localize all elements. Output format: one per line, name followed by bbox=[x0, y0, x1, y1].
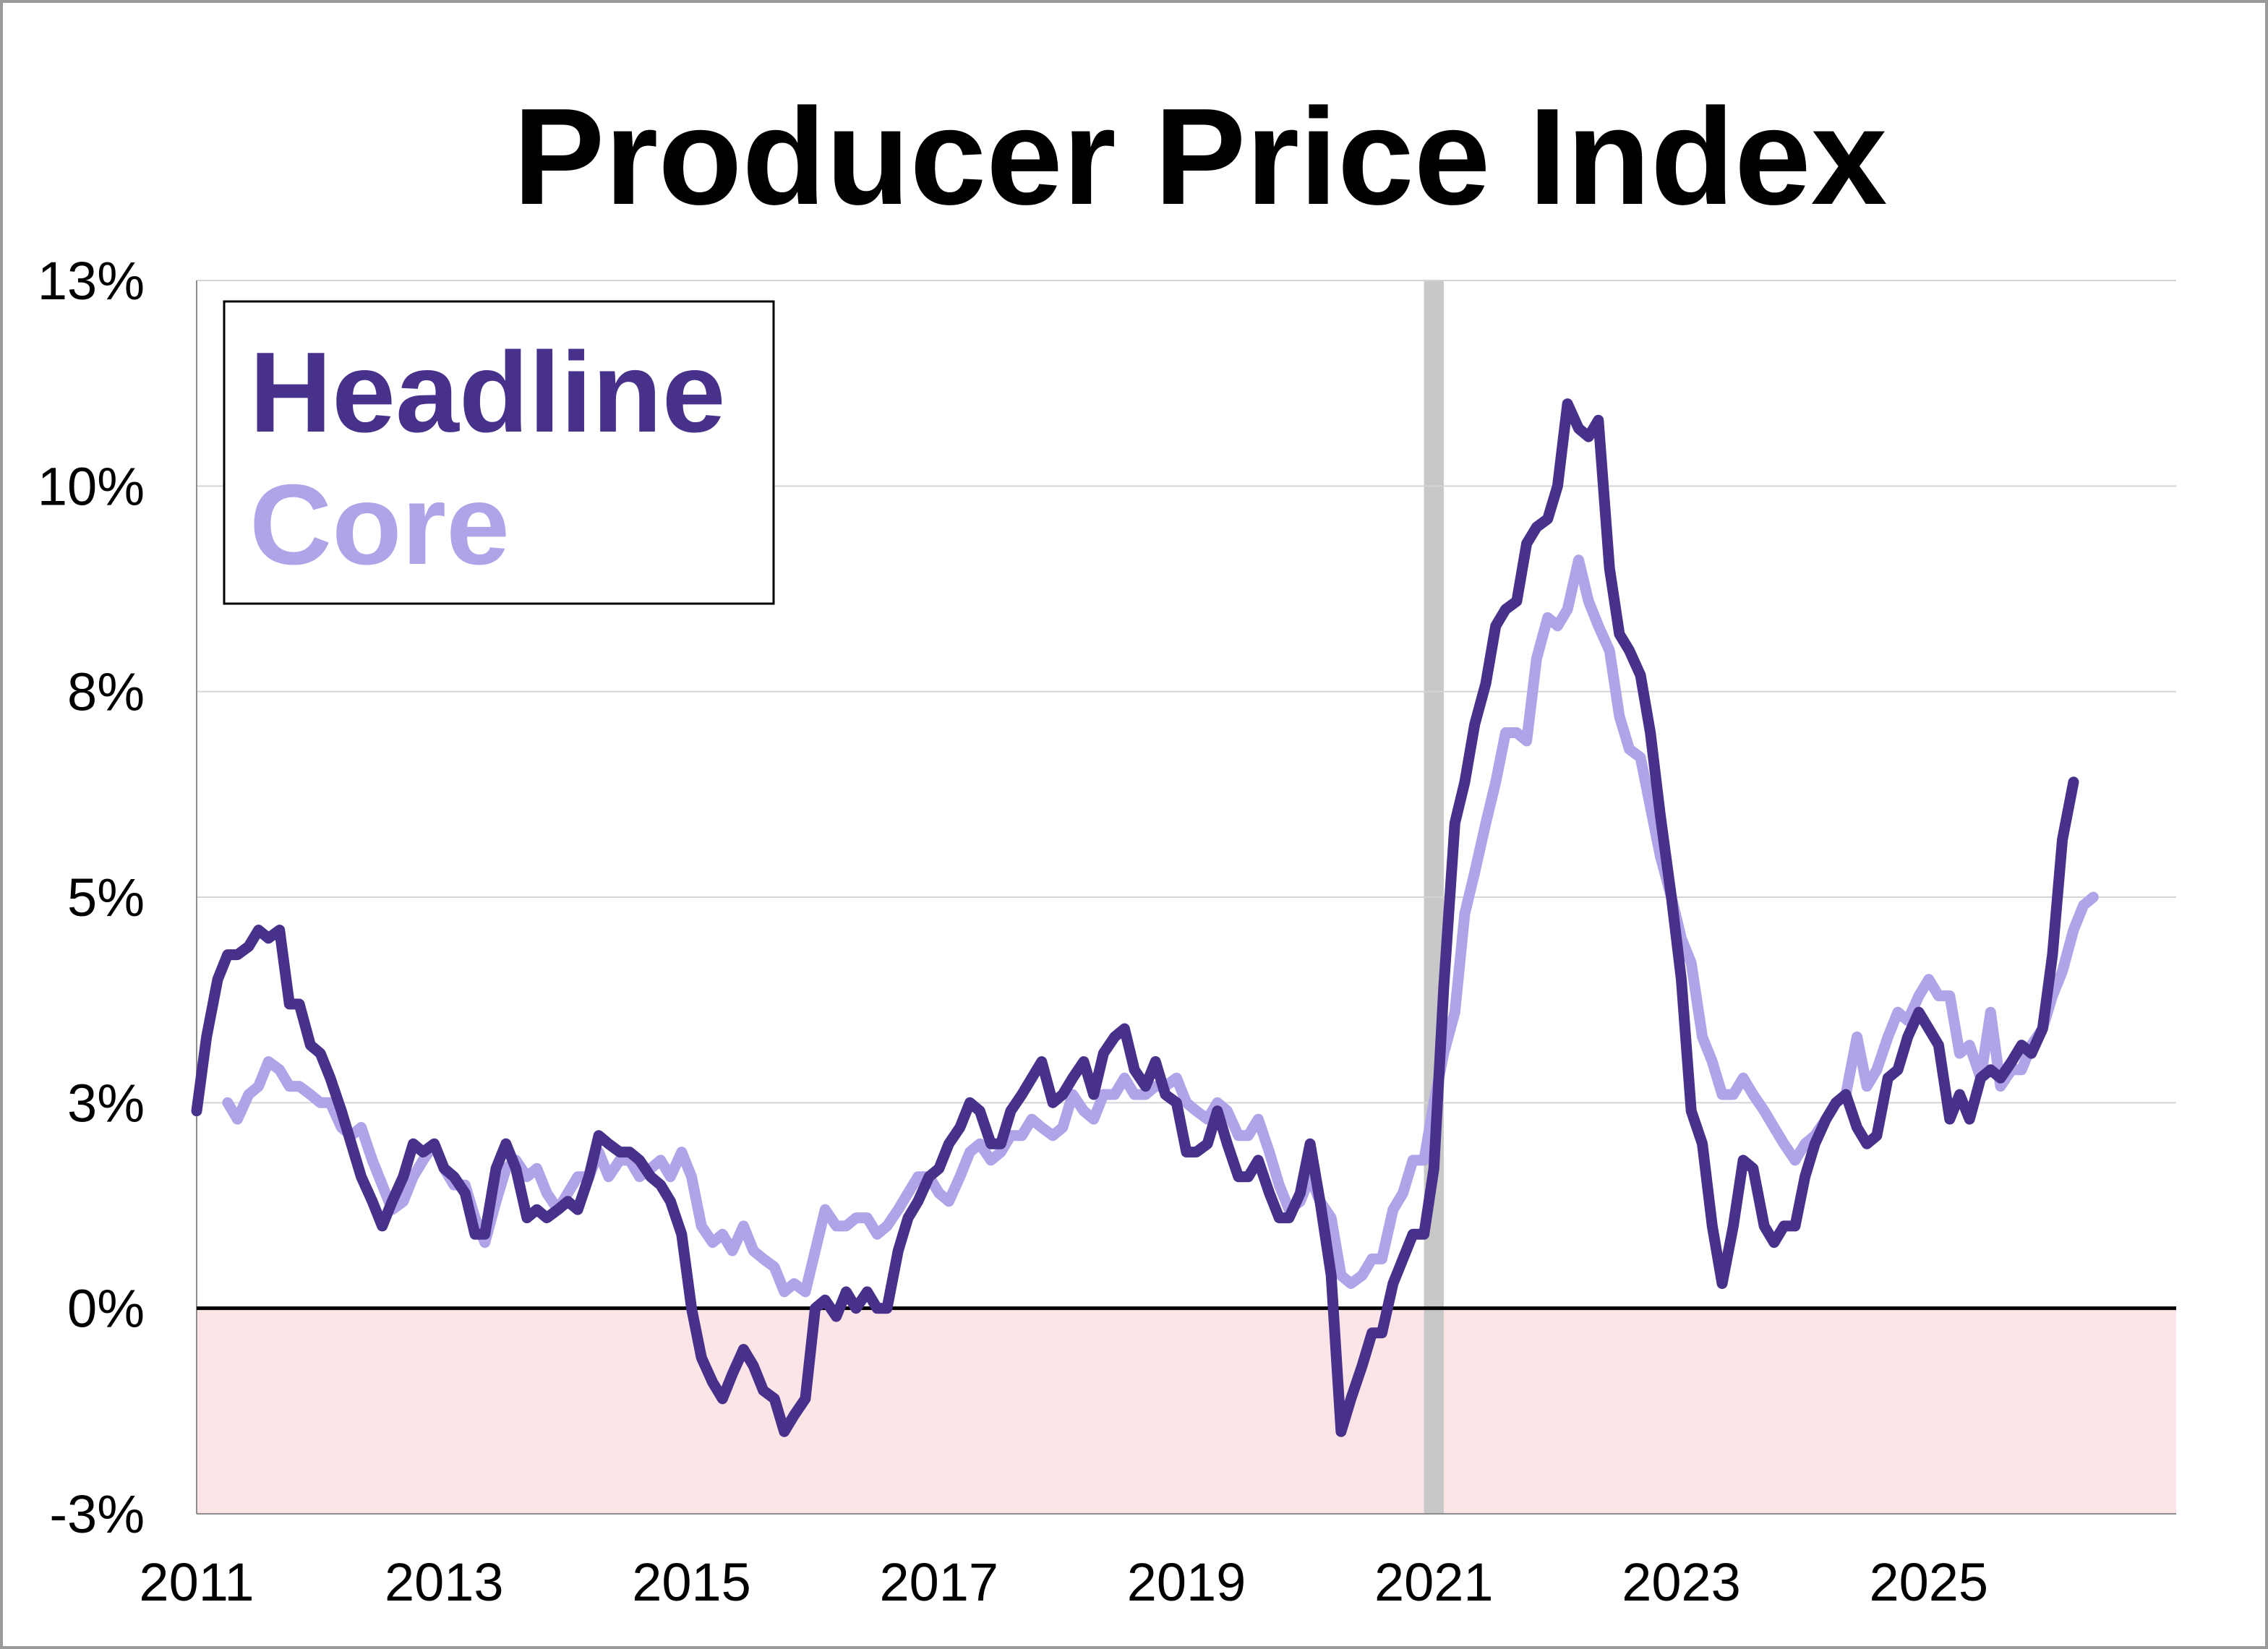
x-tick-label: 2023 bbox=[1622, 1552, 1741, 1612]
series-line-headline bbox=[191, 398, 2079, 1437]
y-tick-label: -3% bbox=[49, 1484, 145, 1544]
x-tick-labels: 2011 2013 2015 2017 2019 2021 2023 2025 bbox=[139, 1552, 1988, 1612]
x-tick-label: 2019 bbox=[1127, 1552, 1246, 1612]
x-tick-label: 2013 bbox=[385, 1552, 504, 1612]
y-tick-label: 0% bbox=[67, 1279, 145, 1339]
y-tick-label: 5% bbox=[67, 868, 145, 928]
legend-item-headline: Headline bbox=[249, 329, 726, 456]
chart-title: Producer Price Index bbox=[513, 80, 1888, 234]
negative-zone bbox=[197, 1308, 2176, 1514]
x-tick-label: 2021 bbox=[1374, 1552, 1494, 1612]
x-tick-label: 2011 bbox=[139, 1552, 254, 1612]
legend-box bbox=[223, 300, 775, 605]
y-tick-label: 8% bbox=[67, 662, 145, 722]
series-line-core bbox=[222, 554, 2099, 1298]
x-tick-label: 2015 bbox=[632, 1552, 751, 1612]
y-tick-label: 10% bbox=[38, 456, 145, 516]
y-tick-label: 3% bbox=[67, 1073, 145, 1133]
x-tick-label: 2017 bbox=[879, 1552, 998, 1612]
axes bbox=[196, 280, 2176, 1515]
series-lines bbox=[191, 398, 2099, 1437]
y-tick-labels: 13% 10% 8% 5% 3% 0% -3% bbox=[38, 251, 145, 1544]
x-tick-label: 2025 bbox=[1869, 1552, 1988, 1612]
y-tick-label: 13% bbox=[38, 251, 145, 311]
legend-item-core: Core bbox=[249, 461, 510, 588]
legend: Headline Core bbox=[223, 300, 775, 605]
